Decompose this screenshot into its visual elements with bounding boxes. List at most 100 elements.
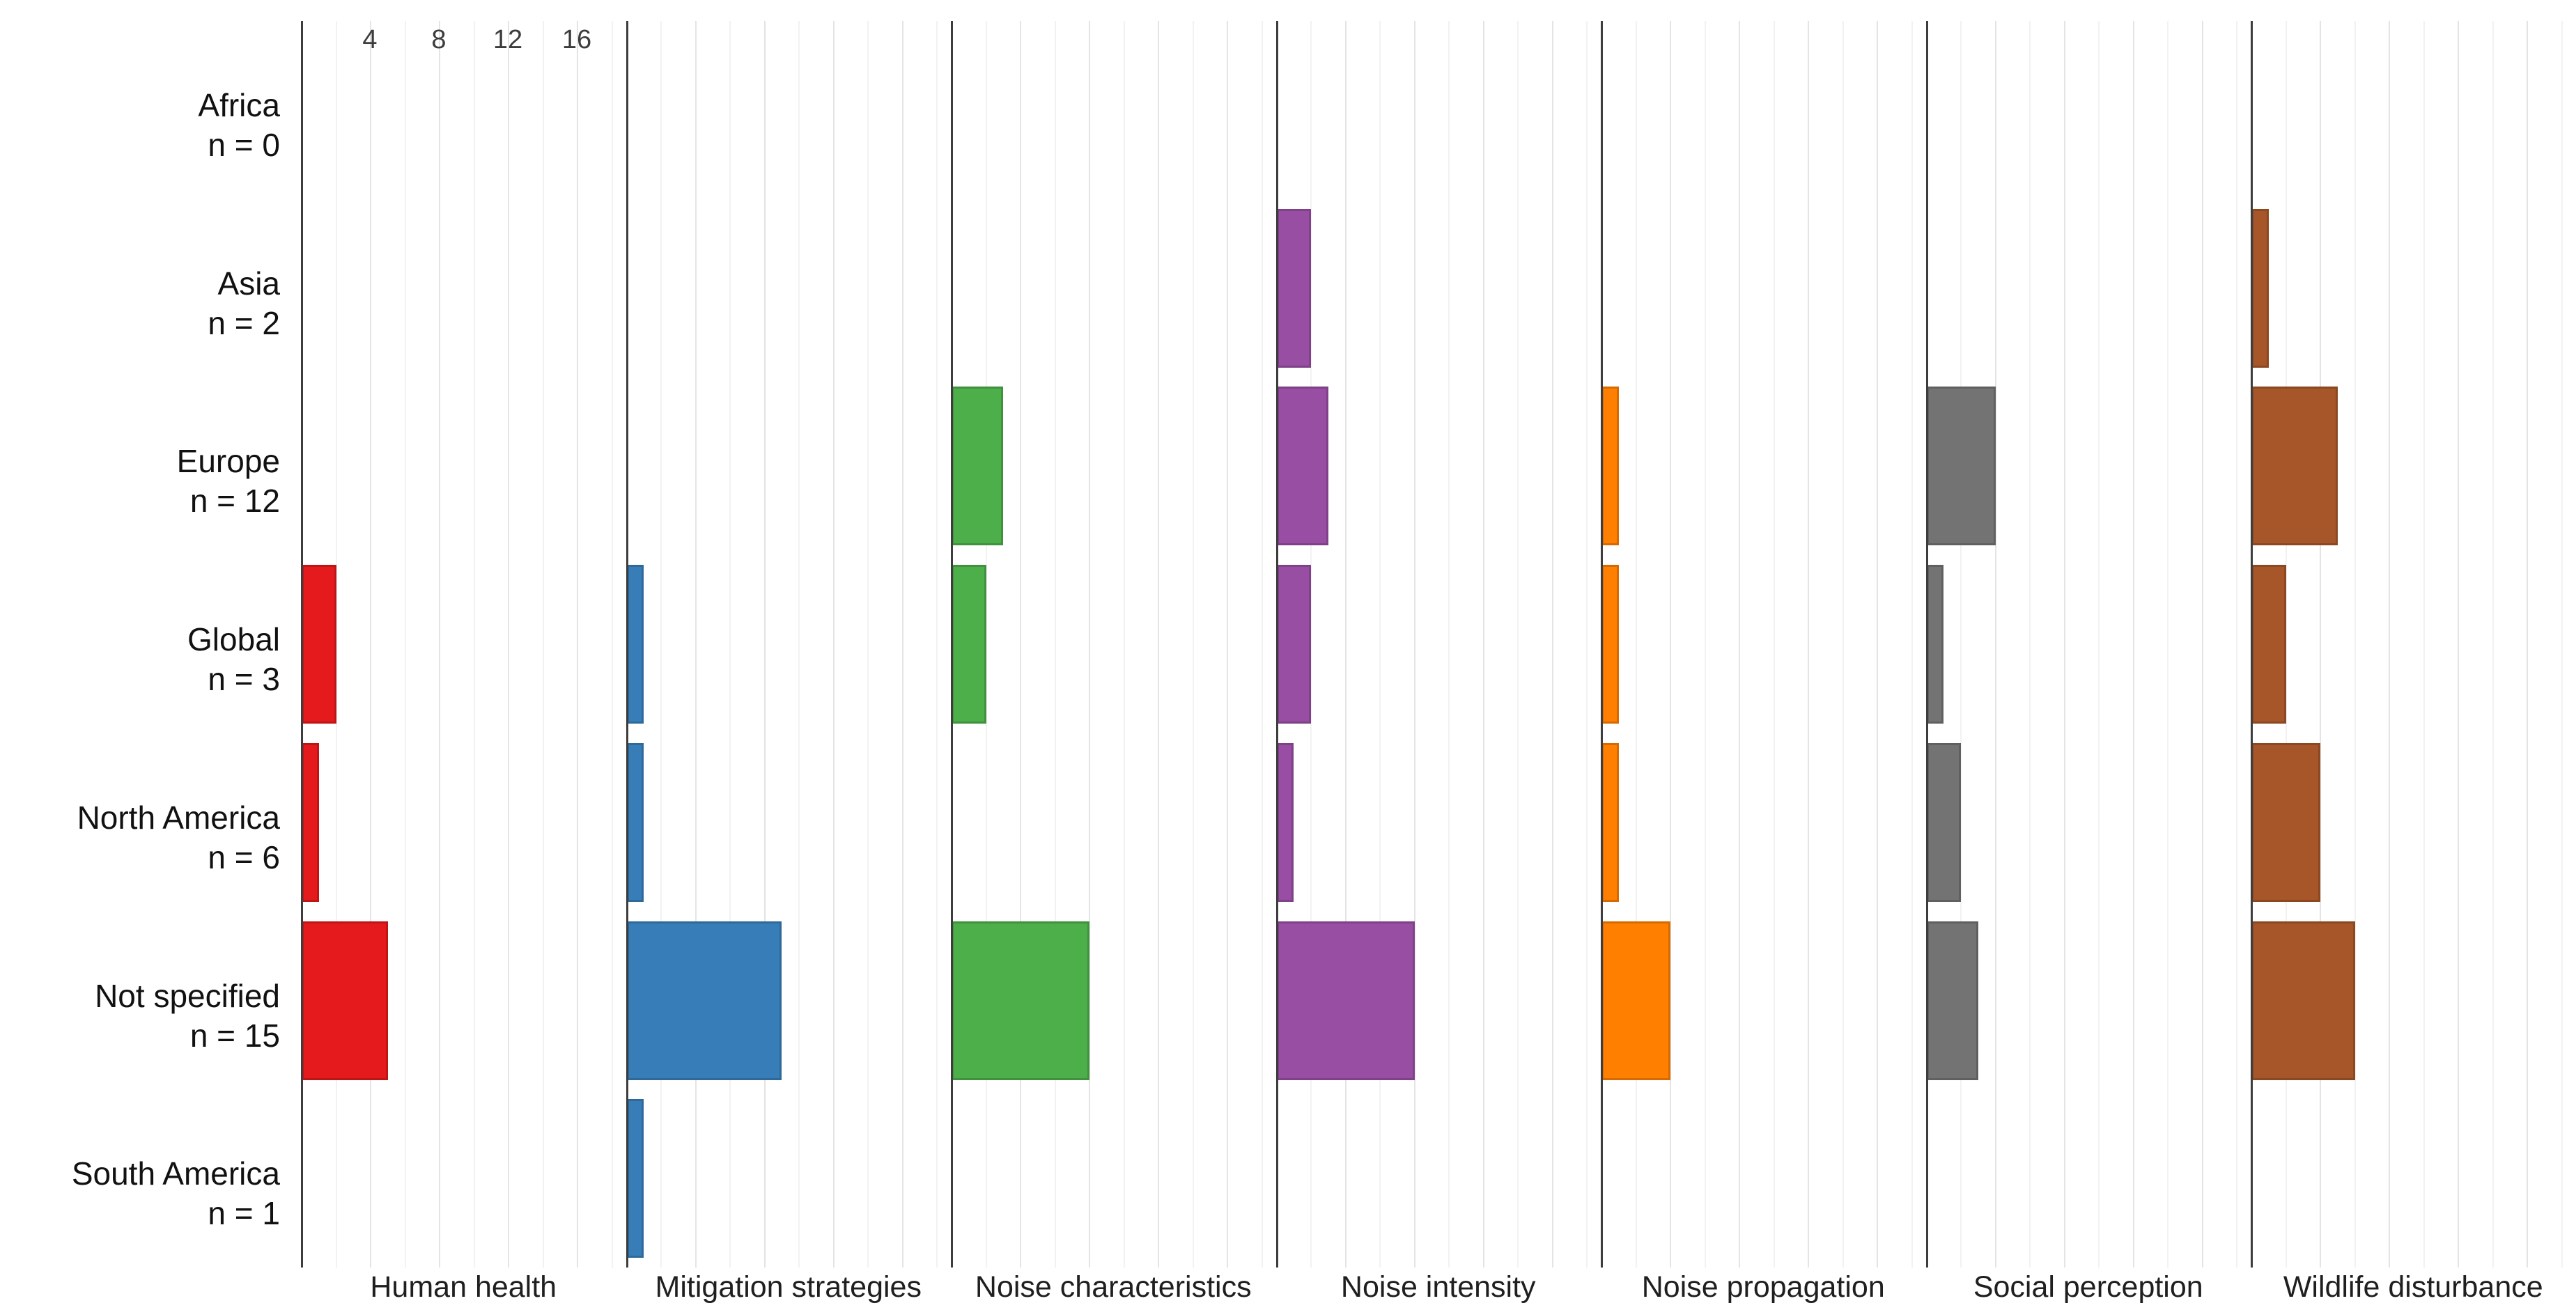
minor-gridline	[542, 21, 544, 1268]
x-tick-label: 12	[492, 25, 523, 54]
bar-not-specified-noise-characteristics	[952, 921, 1089, 1080]
facet-label-wildlife-disturbance: Wildlife disturbance	[2283, 1270, 2543, 1304]
y-axis-label-south-america: South America n = 1	[0, 1154, 280, 1233]
y-axis-line	[951, 21, 953, 1268]
major-gridline	[1089, 21, 1090, 1268]
minor-gridline	[1842, 21, 1844, 1268]
minor-gridline	[1261, 21, 1263, 1268]
minor-gridline	[1517, 21, 1519, 1268]
bar-north-america-mitigation-strategies	[626, 742, 644, 902]
major-gridline	[2527, 21, 2528, 1268]
minor-gridline	[2029, 21, 2031, 1268]
bar-global-noise-propagation	[1601, 565, 1619, 724]
bar-asia-noise-intensity	[1276, 208, 1311, 368]
region-name: Global	[187, 621, 280, 658]
y-axis-label-asia: Asia n = 2	[0, 264, 280, 343]
bar-not-specified-mitigation-strategies	[626, 921, 782, 1080]
y-axis-label-north-america: North America n = 6	[0, 798, 280, 878]
major-gridline	[2132, 21, 2134, 1268]
minor-gridline	[1192, 21, 1194, 1268]
bar-global-social-perception	[1926, 565, 1944, 724]
major-gridline	[1670, 21, 1671, 1268]
x-tick-label: 8	[431, 25, 447, 54]
minor-gridline	[1448, 21, 1450, 1268]
major-gridline	[1551, 21, 1553, 1268]
major-gridline	[1344, 21, 1347, 1268]
region-name: Not specified	[95, 977, 280, 1014]
major-gridline	[370, 21, 371, 1268]
major-gridline	[1877, 21, 1878, 1268]
facet-panel-mitigation-strategies	[626, 21, 952, 1268]
facet-panel-noise-intensity	[1275, 21, 1601, 1268]
bar-north-america-noise-intensity	[1276, 742, 1294, 902]
minor-gridline	[1773, 21, 1775, 1268]
major-gridline	[439, 21, 440, 1268]
bar-europe-noise-propagation	[1601, 387, 1619, 546]
facet-label-mitigation-strategies: Mitigation strategies	[655, 1270, 922, 1304]
region-count: n = 1	[208, 1195, 280, 1232]
facet-panel-human-health: 4 8 12 16	[301, 21, 626, 1268]
region-count: n = 12	[189, 483, 280, 520]
major-gridline	[1808, 21, 1809, 1268]
major-gridline	[508, 21, 509, 1268]
y-axis-line	[1275, 21, 1278, 1268]
minor-gridline	[867, 21, 869, 1268]
major-gridline	[1227, 21, 1228, 1268]
y-axis-label-europe: Europe n = 12	[0, 442, 280, 521]
bar-north-america-noise-propagation	[1601, 742, 1619, 902]
major-gridline	[2458, 21, 2459, 1268]
minor-gridline	[1379, 21, 1381, 1268]
bar-global-noise-intensity	[1276, 565, 1311, 724]
major-gridline	[1413, 21, 1415, 1268]
bar-south-america-mitigation-strategies	[626, 1099, 644, 1258]
y-axis-label-not-specified: Not specified n = 15	[0, 976, 280, 1056]
y-axis-line	[1601, 21, 1603, 1268]
minor-gridline	[1123, 21, 1125, 1268]
minor-gridline	[2354, 21, 2356, 1268]
facet-label-human-health: Human health	[370, 1270, 557, 1304]
facet-label-noise-propagation: Noise propagation	[1641, 1270, 1885, 1304]
region-name: South America	[71, 1155, 280, 1192]
minor-gridline	[985, 21, 987, 1268]
minor-gridline	[2098, 21, 2100, 1268]
minor-gridline	[729, 21, 731, 1268]
bar-global-human-health	[302, 565, 336, 724]
bar-north-america-social-perception	[1926, 742, 1961, 902]
major-gridline	[763, 21, 766, 1268]
y-axis-line	[626, 21, 628, 1268]
bar-north-america-human-health	[302, 742, 319, 902]
facet-panel-wildlife-disturbance	[2251, 21, 2576, 1268]
x-tick-label: 16	[561, 25, 592, 54]
minor-gridline	[1054, 21, 1056, 1268]
major-gridline	[1482, 21, 1484, 1268]
minor-gridline	[335, 21, 337, 1268]
major-gridline	[2389, 21, 2390, 1268]
minor-gridline	[1635, 21, 1637, 1268]
region-count: n = 15	[189, 1017, 280, 1054]
region-count: n = 0	[208, 127, 280, 163]
region-count: n = 2	[208, 304, 280, 341]
major-gridline	[1994, 21, 1996, 1268]
minor-gridline	[2561, 21, 2563, 1268]
x-tick-label: 4	[362, 25, 378, 54]
minor-gridline	[2423, 21, 2425, 1268]
bar-not-specified-social-perception	[1926, 921, 1978, 1080]
bar-not-specified-wildlife-disturbance	[2251, 921, 2355, 1080]
bar-global-wildlife-disturbance	[2251, 565, 2286, 724]
y-axis-label-africa: Africa n = 0	[0, 86, 280, 165]
major-gridline	[2320, 21, 2321, 1268]
minor-gridline	[473, 21, 475, 1268]
major-gridline	[2063, 21, 2065, 1268]
y-axis-line	[1925, 21, 1928, 1268]
minor-gridline	[798, 21, 800, 1268]
bar-not-specified-human-health	[302, 921, 388, 1080]
minor-gridline	[2285, 21, 2287, 1268]
major-gridline	[832, 21, 835, 1268]
minor-gridline	[2492, 21, 2494, 1268]
major-gridline	[1020, 21, 1021, 1268]
bar-europe-wildlife-disturbance	[2251, 387, 2338, 546]
minor-gridline	[2167, 21, 2168, 1268]
minor-gridline	[660, 21, 662, 1268]
minor-gridline	[1310, 21, 1312, 1268]
